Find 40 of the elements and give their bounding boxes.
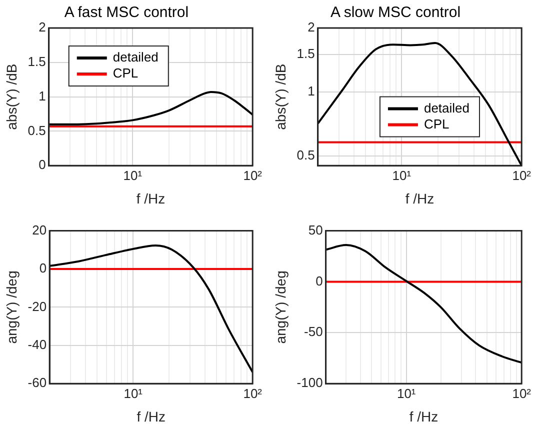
legend-label: CPL bbox=[112, 66, 138, 81]
legend-label: detailed bbox=[424, 100, 470, 116]
y-tick-label: 0.5 bbox=[296, 147, 315, 162]
x-axis-title: f /Hz bbox=[409, 408, 438, 424]
y-tick-label: 1 bbox=[308, 84, 315, 99]
x-tick-label: 10¹ bbox=[123, 168, 143, 183]
y-axis-title: ang(Y) /deg bbox=[272, 270, 288, 344]
x-axis-title: f /Hz bbox=[405, 190, 434, 206]
y-axis-title: abs(Y) /dB bbox=[3, 64, 20, 130]
x-tick-label: 10² bbox=[243, 385, 263, 400]
y-tick-label: 0 bbox=[316, 272, 323, 288]
x-axis-title: f /Hz bbox=[136, 190, 166, 206]
x-tick-label: 10¹ bbox=[396, 385, 416, 400]
x-tick-label: 10² bbox=[512, 168, 532, 183]
y-tick-label: 20 bbox=[32, 222, 47, 237]
y-axis-title: abs(Y) /dB bbox=[272, 64, 288, 130]
y-tick-label: 2 bbox=[38, 20, 46, 35]
chart-title: A slow MSC control bbox=[330, 4, 461, 22]
y-tick-label: 50 bbox=[308, 222, 323, 237]
y-tick-label: 0 bbox=[39, 260, 47, 276]
y-tick-label: -50 bbox=[304, 324, 323, 339]
y-tick-label: 1.5 bbox=[28, 54, 46, 69]
x-tick-label: 10² bbox=[243, 168, 263, 183]
y-tick-label: -40 bbox=[28, 336, 47, 352]
x-tick-label: 10² bbox=[512, 385, 532, 400]
y-axis-title: ang(Y) /deg bbox=[3, 270, 20, 344]
y-tick-label: 1 bbox=[38, 88, 46, 104]
x-tick-label: 10¹ bbox=[124, 385, 144, 400]
x-tick-label: 10¹ bbox=[392, 168, 412, 183]
x-axis-title: f /Hz bbox=[136, 408, 166, 424]
legend-label: detailed bbox=[112, 50, 158, 65]
y-tick-label: 2 bbox=[308, 20, 315, 35]
y-tick-label: -20 bbox=[28, 298, 47, 314]
chart-title: A fast MSC control bbox=[64, 4, 189, 22]
y-tick-label: -60 bbox=[28, 374, 47, 390]
y-tick-label: -100 bbox=[296, 374, 323, 390]
y-tick-label: 0.5 bbox=[28, 122, 46, 138]
y-tick-label: 1.5 bbox=[296, 46, 315, 62]
legend-label: CPL bbox=[424, 116, 450, 132]
y-tick-label: 0 bbox=[38, 157, 46, 172]
